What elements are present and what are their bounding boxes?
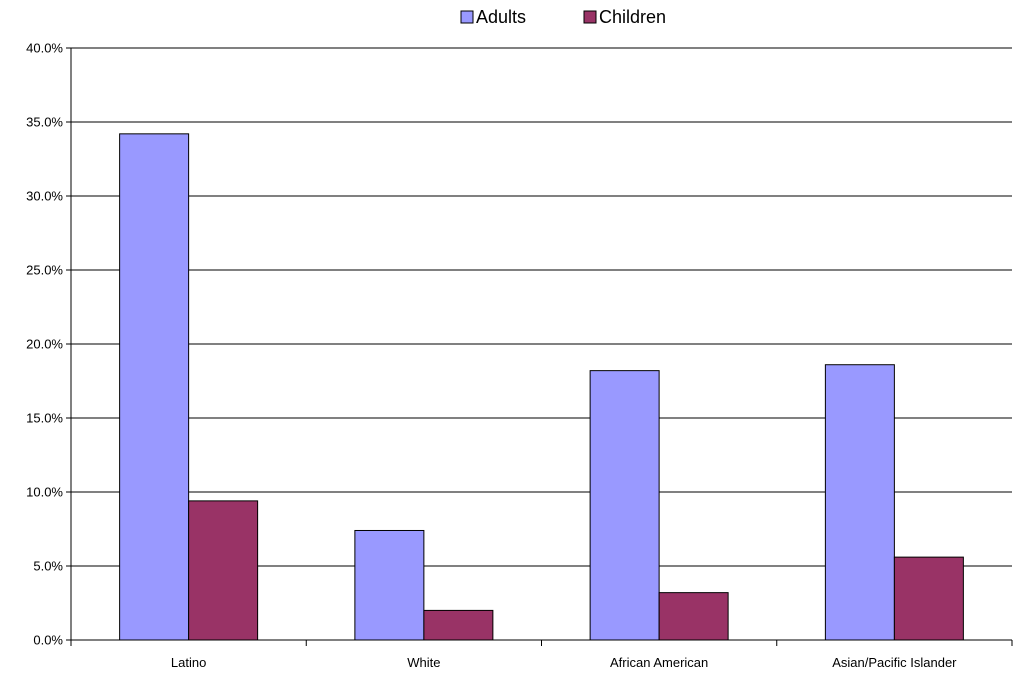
bar-children-asian-pacific-islander (893, 556, 964, 641)
bar-children-african-american (658, 592, 729, 641)
legend: Adults Children (460, 7, 666, 27)
x-tick-label: White (407, 655, 440, 670)
gridlines (71, 47, 1012, 567)
x-tick-label: African American (610, 655, 708, 670)
bar-adults-white (354, 529, 425, 641)
y-tick-label: 10.0% (26, 485, 63, 500)
y-axis-tick-labels: 0.0% 5.0% 10.0% 15.0% 20.0% 25.0% 30.0% 35.0% 40… (26, 41, 63, 648)
y-tick-label: 35.0% (26, 115, 63, 130)
y-tick-label: 40.0% (26, 41, 63, 56)
axes (66, 47, 1013, 646)
bar-children-white (423, 609, 494, 641)
y-tick-label: 20.0% (26, 337, 63, 352)
legend-swatch-adults (460, 10, 474, 24)
y-tick-label: 25.0% (26, 263, 63, 278)
x-tick-label: Latino (171, 655, 206, 670)
legend-swatch-children (583, 10, 597, 24)
bar-adults-latino (119, 133, 190, 641)
y-tick-label: 15.0% (26, 411, 63, 426)
legend-label-children: Children (599, 7, 666, 27)
y-tick-label: 5.0% (33, 559, 63, 574)
bar-adults-asian-pacific-islander (824, 364, 895, 641)
y-tick-label: 0.0% (33, 633, 63, 648)
x-axis-tick-labels: Latino White African American Asian/Pacific… (171, 655, 957, 670)
bar-adults-african-american (589, 370, 660, 641)
legend-label-adults: Adults (476, 7, 526, 27)
bar-children-latino (188, 500, 259, 641)
y-tick-label: 30.0% (26, 189, 63, 204)
bars (119, 133, 964, 641)
x-tick-label: Asian/Pacific Islander (832, 655, 957, 670)
